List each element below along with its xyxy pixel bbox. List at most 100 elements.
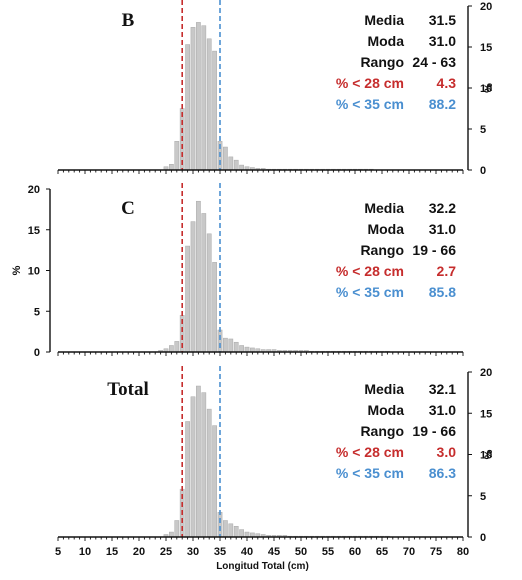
y-axis-label: % (483, 449, 495, 459)
histogram-bar (223, 146, 228, 171)
stat-value: 31.0 (429, 402, 456, 418)
stat-label: % < 28 cm (336, 75, 404, 91)
histogram-bar (201, 25, 207, 171)
stat-value: 32.1 (429, 381, 456, 397)
y-tick-label: 5 (480, 124, 486, 136)
histogram-bar (239, 164, 244, 171)
panel-b: 0 5 10 15 20% B Media 31.5 Moda 31.0 Rango 24 - 63%… (57, 0, 495, 177)
stat-label: % < 28 cm (336, 263, 404, 279)
y-tick-label: 0 (480, 165, 486, 177)
y-tick-label: 20 (28, 184, 40, 196)
y-tick-label: 15 (28, 225, 40, 237)
histogram-bar (185, 421, 190, 538)
histogram-bar (217, 512, 223, 538)
histogram-bar (201, 392, 207, 538)
histogram-bar (206, 38, 212, 171)
y-tick-label: 20 (480, 1, 492, 13)
histogram-bar (196, 22, 201, 171)
x-tick-label: 20 (133, 546, 145, 558)
stat-value: 86.3 (429, 465, 456, 481)
stat-label: % < 28 cm (336, 444, 404, 460)
y-tick-label: 15 (480, 408, 492, 420)
histogram-bar (174, 141, 180, 171)
x-tick-label: 55 (322, 546, 334, 558)
y-tick-label: 0 (480, 532, 486, 544)
stat-label: Moda (367, 402, 404, 418)
histogram-bar (223, 337, 228, 353)
histogram-bar (223, 520, 228, 538)
x-axis-label: Longitud Total (cm) (216, 561, 309, 572)
stat-value: 32.2 (429, 200, 456, 216)
stat-value: 3.0 (437, 444, 457, 460)
y-axis-label: % (483, 83, 495, 93)
x-tick-label: 50 (295, 546, 307, 558)
y-tick-label: 20 (480, 367, 492, 379)
histogram-bar (228, 523, 234, 538)
stat-value: 31.0 (429, 33, 456, 49)
x-tick-label: 5 (55, 546, 61, 558)
histogram-bar (174, 341, 180, 353)
y-axis-label: % (11, 265, 23, 275)
histogram-bar (233, 526, 239, 538)
x-tick-label: 40 (241, 546, 253, 558)
x-tick-label: 75 (430, 546, 442, 558)
stat-label: % < 35 cm (336, 465, 404, 481)
histogram-bar (169, 345, 174, 353)
x-tick-label: 65 (376, 546, 388, 558)
x-tick-label: 15 (106, 546, 118, 558)
histogram-bar (169, 531, 174, 538)
stat-value: 19 - 66 (412, 242, 456, 258)
histogram-bar (217, 329, 223, 353)
stat-value: 85.8 (429, 284, 456, 300)
histogram-bar (233, 341, 239, 353)
stat-label: Moda (367, 221, 404, 237)
stat-value: 4.3 (437, 75, 457, 91)
histogram-bar (228, 338, 234, 353)
y-tick-label: 10 (28, 266, 40, 278)
histogram-bar (196, 200, 201, 353)
histogram-bar (185, 245, 190, 353)
panel-total: 0 5 10 15 20% Total Media 32.1 Moda 31.0 Rango 19 -… (55, 366, 495, 572)
histogram-bar (228, 156, 234, 171)
stat-value: 31.5 (429, 12, 456, 28)
stat-value: 31.0 (429, 221, 456, 237)
y-tick-label: 15 (480, 42, 492, 54)
panel-title: Total (107, 379, 149, 400)
y-tick-label: 10 (480, 83, 492, 95)
stat-label: % < 35 cm (336, 96, 404, 112)
x-tick-label: 60 (349, 546, 361, 558)
stat-label: Moda (367, 33, 404, 49)
histogram-bar (169, 164, 174, 171)
histogram-bar (190, 221, 196, 353)
x-tick-label: 10 (79, 546, 91, 558)
histogram-bar (233, 159, 239, 171)
stat-label: Media (364, 12, 404, 28)
y-tick-label: 10 (480, 450, 492, 462)
stat-label: % < 35 cm (336, 284, 404, 300)
y-tick-label: 5 (34, 306, 40, 318)
histogram-bar (206, 408, 212, 538)
stat-label: Rango (360, 242, 404, 258)
histogram-bar (239, 529, 244, 538)
x-tick-label: 45 (268, 546, 280, 558)
histogram-bar (190, 27, 196, 171)
histogram-bar (185, 44, 190, 171)
histogram-bar (212, 50, 217, 171)
stat-value: 88.2 (429, 96, 456, 112)
x-tick-label: 30 (187, 546, 199, 558)
histogram-bar (196, 385, 201, 538)
histogram-bar (244, 346, 250, 353)
histogram-bar (212, 262, 217, 353)
x-tick-label: 70 (403, 546, 415, 558)
panel-title: B (122, 10, 135, 31)
histogram-bar (212, 425, 217, 538)
stat-value: 19 - 66 (412, 423, 456, 439)
stat-value: 2.7 (437, 263, 457, 279)
histogram-bar (174, 520, 180, 538)
stat-label: Rango (360, 54, 404, 70)
stat-label: Rango (360, 423, 404, 439)
panel-c: 0 5 10 15 20% C Media 32.2 Moda 31.0 Rango 19 - 66%… (11, 183, 464, 359)
x-tick-label: 35 (214, 546, 226, 558)
stat-label: Media (364, 381, 404, 397)
